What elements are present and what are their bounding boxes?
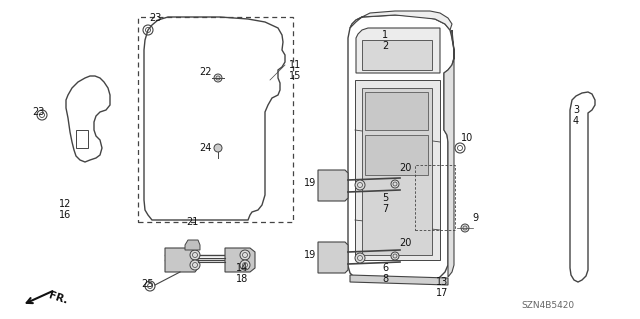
Circle shape <box>190 260 200 270</box>
Text: 23: 23 <box>149 13 161 23</box>
Bar <box>138 17 293 222</box>
Text: 6: 6 <box>382 263 388 273</box>
Polygon shape <box>444 30 454 277</box>
Polygon shape <box>350 11 452 30</box>
Circle shape <box>391 180 399 188</box>
Bar <box>415 165 455 230</box>
Text: 7: 7 <box>382 204 388 214</box>
Text: FR.: FR. <box>47 290 68 306</box>
Polygon shape <box>362 88 432 255</box>
Text: 3: 3 <box>573 105 579 115</box>
Circle shape <box>214 144 222 152</box>
Polygon shape <box>355 80 440 260</box>
Text: 19: 19 <box>304 250 316 260</box>
Polygon shape <box>165 248 198 272</box>
Text: 23: 23 <box>32 107 44 117</box>
Circle shape <box>214 74 222 82</box>
Text: 4: 4 <box>573 116 579 126</box>
Circle shape <box>391 252 399 260</box>
Text: 11: 11 <box>289 60 301 70</box>
Text: 18: 18 <box>236 274 248 284</box>
Polygon shape <box>362 40 432 70</box>
Text: 15: 15 <box>289 71 301 81</box>
Text: 1: 1 <box>382 30 388 40</box>
Text: 2: 2 <box>382 41 388 51</box>
Text: 19: 19 <box>304 178 316 188</box>
Text: SZN4B5420: SZN4B5420 <box>522 300 575 309</box>
Polygon shape <box>318 170 348 201</box>
Circle shape <box>461 224 469 232</box>
Text: 10: 10 <box>461 133 473 143</box>
Text: 25: 25 <box>141 279 153 289</box>
Text: 22: 22 <box>199 67 211 77</box>
Text: 9: 9 <box>472 213 478 223</box>
Text: 20: 20 <box>399 238 411 248</box>
Text: 8: 8 <box>382 274 388 284</box>
Text: 17: 17 <box>436 288 448 298</box>
Polygon shape <box>365 92 428 130</box>
Circle shape <box>190 250 200 260</box>
Text: 20: 20 <box>399 163 411 173</box>
Polygon shape <box>365 135 428 175</box>
Polygon shape <box>225 248 255 272</box>
Polygon shape <box>318 242 348 273</box>
Circle shape <box>355 253 365 263</box>
Text: 24: 24 <box>199 143 211 153</box>
Text: 13: 13 <box>436 277 448 287</box>
Text: 21: 21 <box>186 217 198 227</box>
Circle shape <box>240 260 250 270</box>
Circle shape <box>240 250 250 260</box>
Polygon shape <box>356 28 440 73</box>
Text: 16: 16 <box>59 210 71 220</box>
Circle shape <box>355 180 365 190</box>
Text: 14: 14 <box>236 263 248 273</box>
Text: 12: 12 <box>59 199 71 209</box>
Polygon shape <box>185 240 200 250</box>
Text: 5: 5 <box>382 193 388 203</box>
Polygon shape <box>350 275 448 285</box>
